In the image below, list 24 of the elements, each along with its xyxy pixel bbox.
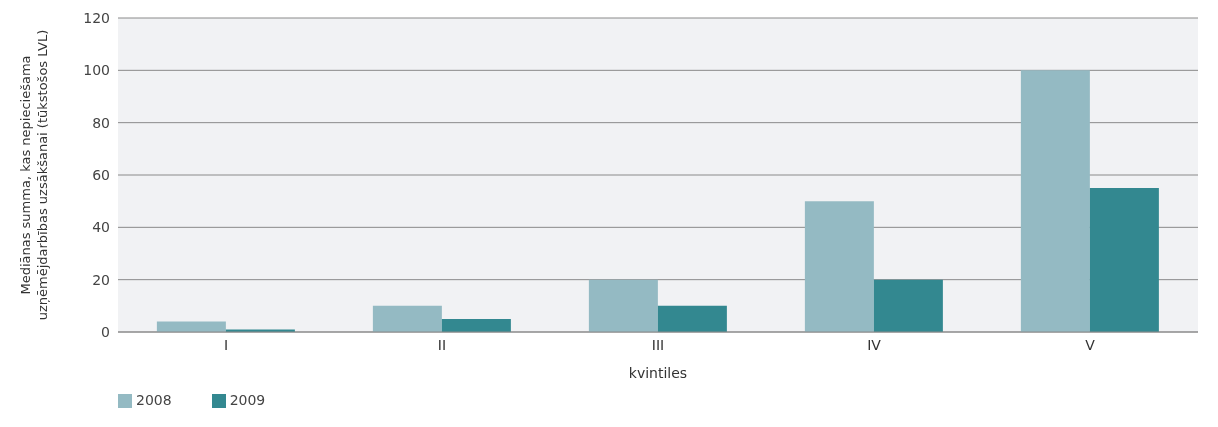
x-tick-label: II bbox=[437, 336, 447, 353]
y-axis-title: Mediānas summa, kas nepieciešama uzņēmējdarbības uzsākšanai (tūkstošos LVL) bbox=[18, 29, 50, 321]
y-tick-label: 20 bbox=[92, 271, 110, 288]
legend-label: 2009 bbox=[229, 392, 266, 408]
y-tick-label: 60 bbox=[92, 166, 110, 183]
bar bbox=[441, 318, 511, 332]
x-tick-label: III bbox=[651, 336, 665, 353]
bar bbox=[1020, 70, 1090, 332]
y-tick-label: 100 bbox=[83, 62, 110, 79]
bar bbox=[372, 305, 442, 332]
bar bbox=[657, 305, 727, 332]
y-tick-label: 80 bbox=[92, 114, 110, 131]
y-tick-label: 120 bbox=[83, 9, 110, 26]
x-tick-label: V bbox=[1085, 336, 1096, 353]
y-tick-label: 40 bbox=[92, 219, 110, 236]
x-tick-label: IV bbox=[867, 336, 882, 353]
bar bbox=[1089, 188, 1159, 332]
y-tick-label: 0 bbox=[101, 323, 110, 340]
bar bbox=[804, 201, 874, 332]
legend-label: 2008 bbox=[136, 392, 172, 408]
x-tick-label: I bbox=[223, 336, 229, 353]
bar bbox=[873, 279, 943, 332]
bar bbox=[588, 279, 658, 332]
x-axis-title: kvintiles bbox=[628, 365, 688, 381]
